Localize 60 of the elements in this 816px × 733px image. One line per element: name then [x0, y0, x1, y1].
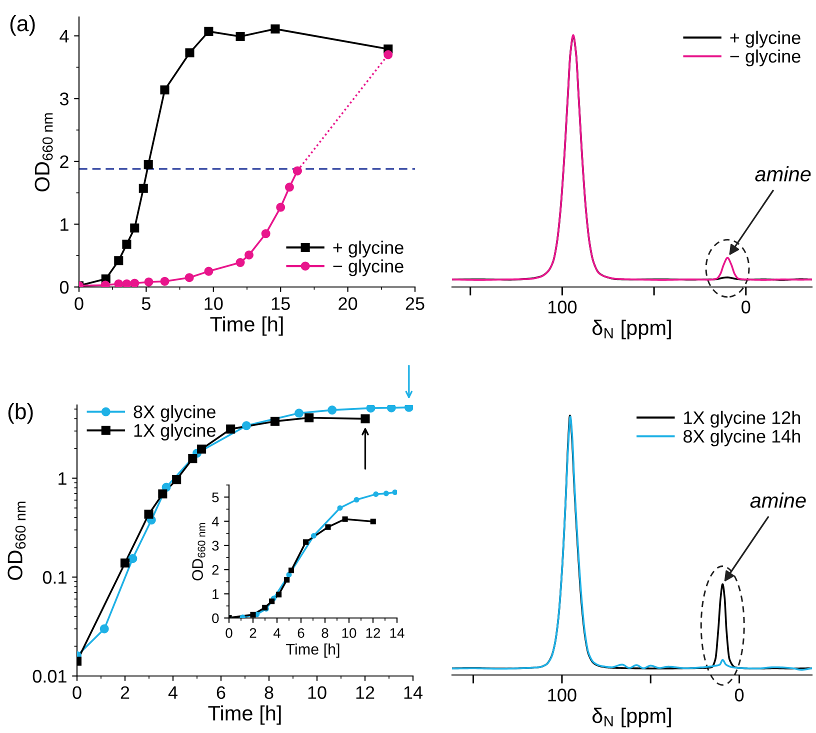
legend-label: + glycine	[730, 30, 800, 48]
x-tick-label: 100	[548, 300, 577, 314]
x-tick-label: 20	[338, 297, 358, 310]
x-axis-title: Time [h]	[210, 316, 283, 336]
x-tick-label: 0	[742, 300, 750, 314]
y-tick-label: 4	[60, 30, 69, 42]
y-tick-label: 1	[60, 218, 68, 231]
y-tick-label: 0.01	[32, 670, 66, 683]
x-tick-label: 10	[308, 686, 326, 699]
y-tick-label: 1	[212, 589, 219, 599]
x-tick-label: 8	[322, 628, 328, 638]
x-tick-label: 2	[120, 686, 130, 699]
x-tick-label: 6	[216, 686, 226, 699]
x-tick-label: 14	[390, 628, 404, 638]
x-tick-label: 0	[226, 628, 232, 638]
x-tick-label: 4	[168, 686, 178, 699]
x-tick-label: 0	[74, 297, 84, 310]
x-tick-label: 12	[366, 628, 380, 638]
x-tick-label: 0	[734, 688, 744, 702]
x-tick-label: 14	[404, 686, 423, 699]
y-tick-label: 0	[212, 613, 219, 624]
x-tick-label: 0	[72, 686, 82, 699]
y-tick-label: 4	[212, 516, 219, 526]
legend-label: 1X glycine 12h	[684, 410, 800, 428]
x-tick-label: 100	[548, 688, 576, 702]
y-axis-title: OD$_{660 nm}$	[192, 523, 206, 580]
y-tick-label: 5	[212, 492, 219, 502]
x-tick-label: 12	[356, 686, 374, 699]
legend-label: 8X glycine	[134, 404, 216, 422]
text: (b)	[8, 403, 33, 424]
y-axis-title: OD$_{660 nm}$	[34, 113, 53, 192]
x-tick-label: 10	[342, 628, 356, 638]
legend-label: − glycine	[333, 259, 404, 276]
legend-label: 1X glycine	[134, 424, 216, 440]
y-tick-label: 0	[60, 280, 69, 294]
x-tick-label: 10	[204, 297, 223, 310]
x-tick-label: 2	[250, 628, 256, 638]
x-tick-label: 8	[264, 686, 274, 699]
x-tick-label: 25	[406, 297, 424, 310]
annotation: amine	[750, 492, 806, 508]
x-tick-label: 5	[142, 297, 150, 310]
text: (a)	[10, 15, 35, 36]
x-axis-title: δ$_{N}$ [ppm]	[592, 320, 671, 340]
x-tick-label: 4	[273, 628, 280, 638]
y-tick-label: 0.1	[42, 571, 66, 584]
legend-label: + glycine	[333, 240, 404, 258]
x-axis-title: δ$_{N}$ [ppm]	[592, 708, 671, 728]
x-tick-label: 6	[298, 628, 304, 638]
annotation: amine	[755, 166, 811, 182]
y-tick-label: 2	[212, 564, 219, 575]
y-tick-label: 3	[60, 92, 68, 106]
x-tick-label: 15	[272, 297, 290, 310]
x-axis-title: Time [h]	[286, 643, 340, 658]
y-tick-label: 1	[58, 472, 66, 485]
x-axis-title: Time [h]	[208, 705, 281, 725]
legend-label: 8X glycine 14h	[684, 429, 800, 446]
y-tick-label: 3	[212, 540, 219, 551]
y-axis-title: OD$_{660 nm}$	[8, 502, 26, 580]
legend-label: − glycine	[730, 49, 800, 66]
y-tick-label: 2	[60, 155, 68, 168]
